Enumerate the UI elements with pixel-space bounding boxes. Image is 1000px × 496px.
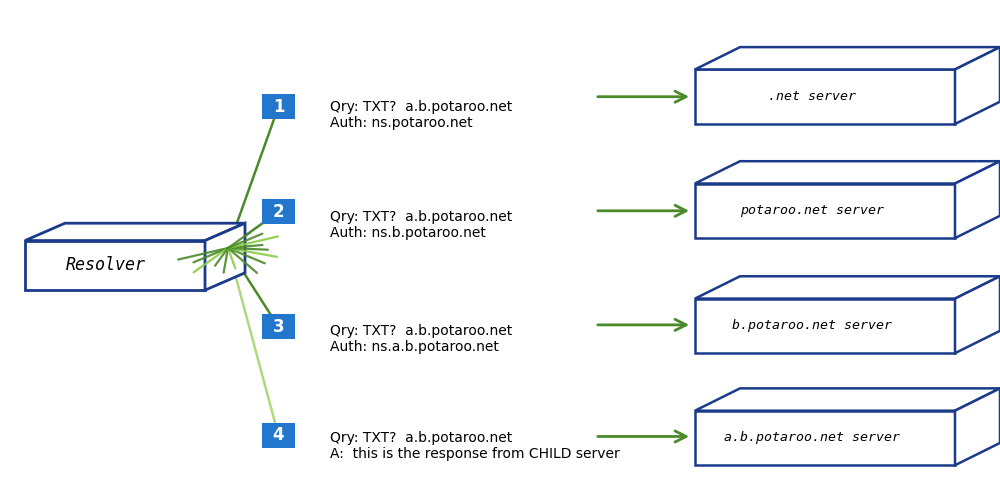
- Polygon shape: [695, 161, 1000, 184]
- Text: Resolver: Resolver: [66, 256, 146, 274]
- Polygon shape: [955, 47, 1000, 124]
- Text: b.potaroo.net server: b.potaroo.net server: [732, 319, 892, 332]
- Polygon shape: [25, 223, 245, 241]
- FancyBboxPatch shape: [262, 423, 295, 448]
- Text: Qry: TXT?  a.b.potaroo.net: Qry: TXT? a.b.potaroo.net: [330, 100, 512, 114]
- Text: Auth: ns.potaroo.net: Auth: ns.potaroo.net: [330, 116, 473, 129]
- Polygon shape: [695, 411, 955, 465]
- Text: 1: 1: [273, 98, 284, 116]
- Polygon shape: [955, 161, 1000, 238]
- Polygon shape: [955, 388, 1000, 465]
- FancyBboxPatch shape: [262, 199, 295, 224]
- Text: Qry: TXT?  a.b.potaroo.net: Qry: TXT? a.b.potaroo.net: [330, 431, 512, 445]
- Polygon shape: [695, 69, 955, 124]
- Polygon shape: [955, 276, 1000, 353]
- Text: 2: 2: [273, 203, 284, 221]
- Text: .net server: .net server: [768, 90, 856, 103]
- Text: potaroo.net server: potaroo.net server: [740, 204, 884, 217]
- Text: Qry: TXT?  a.b.potaroo.net: Qry: TXT? a.b.potaroo.net: [330, 210, 512, 224]
- Text: Qry: TXT?  a.b.potaroo.net: Qry: TXT? a.b.potaroo.net: [330, 324, 512, 338]
- Polygon shape: [695, 184, 955, 238]
- Polygon shape: [695, 388, 1000, 411]
- Polygon shape: [695, 47, 1000, 69]
- Polygon shape: [695, 276, 1000, 299]
- FancyBboxPatch shape: [262, 314, 295, 339]
- Polygon shape: [695, 299, 955, 353]
- FancyBboxPatch shape: [262, 94, 295, 119]
- Text: a.b.potaroo.net server: a.b.potaroo.net server: [724, 432, 900, 444]
- Text: Auth: ns.a.b.potaroo.net: Auth: ns.a.b.potaroo.net: [330, 340, 499, 354]
- Polygon shape: [25, 241, 205, 290]
- Text: Auth: ns.b.potaroo.net: Auth: ns.b.potaroo.net: [330, 226, 486, 240]
- Text: A:  this is the response from CHILD server: A: this is the response from CHILD serve…: [330, 447, 620, 461]
- Text: 4: 4: [273, 427, 284, 444]
- Text: 3: 3: [273, 318, 284, 336]
- Polygon shape: [205, 223, 245, 290]
